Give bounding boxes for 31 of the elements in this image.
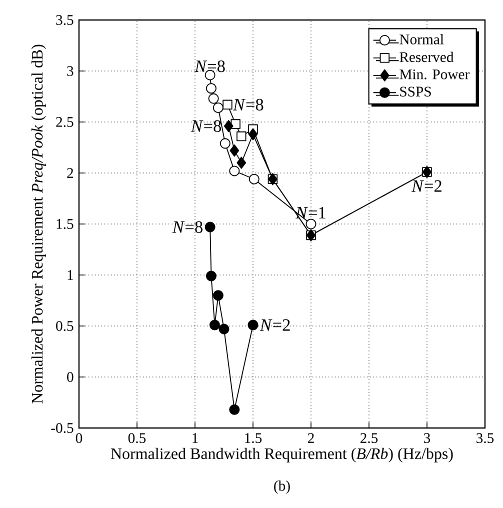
x-tick-label: 0.5 [128,433,146,444]
annotation: N=2 [260,319,290,331]
annotation: N=8 [190,120,222,132]
x-tick-label: 3 [424,433,430,444]
annotation: N=8 [232,98,264,111]
y-tick-label: -0.5 [51,423,74,433]
y-tick-label: 1.5 [56,219,74,229]
y-tick-label: 3 [67,66,74,76]
annotation: N=1 [295,206,326,218]
annotation: N=2 [411,180,442,192]
legend-label: SSPS [400,86,431,97]
y-tick-label: 1 [68,270,73,280]
y-tick-label: 2 [67,168,74,178]
annotation: N=8 [194,60,225,72]
y-tick-label: 2.5 [56,117,74,127]
x-tick-label: 3.5 [476,433,494,444]
x-tick-label: 1 [192,433,198,443]
y-tick-label: 0 [67,372,74,382]
x-axis-title: Normalized Bandwidth Requirement (B/Rb) (Hz/bps) [110,448,453,462]
y-tick-label: 0.5 [56,321,74,331]
x-tick-label: 2 [308,433,314,443]
x-tick-label: 2.5 [360,433,378,444]
annotation: N=8 [172,221,202,233]
x-tick-label: 0 [76,433,82,444]
legend-label: Min. Power [400,69,470,80]
legend-label: Reserved [400,52,454,62]
text: (b) [274,480,290,494]
y-tick-label: 3.5 [56,15,74,25]
y-axis-title: Normalized Power Requirement Preq/Pook (optical dB) [31,44,46,404]
x-tick-label: 1.5 [245,433,262,444]
legend-label: Normal [400,34,444,44]
